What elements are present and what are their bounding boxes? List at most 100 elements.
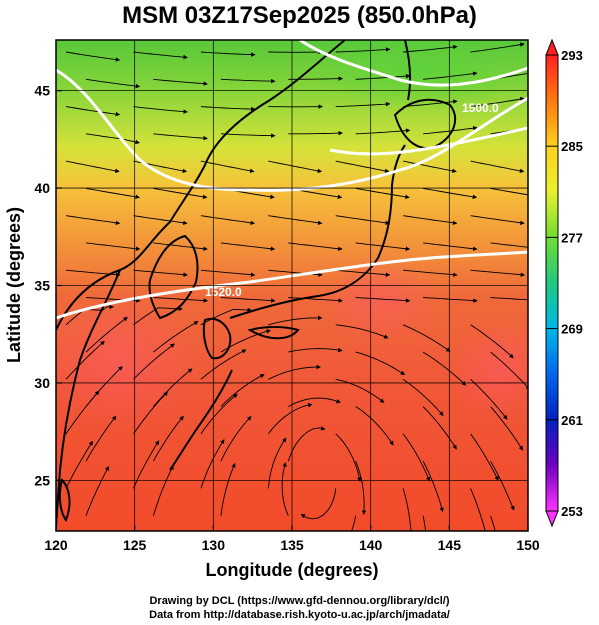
x-tick-label: 130 bbox=[202, 537, 226, 553]
streamline bbox=[355, 297, 411, 303]
streamline bbox=[355, 351, 406, 376]
streamline bbox=[335, 269, 391, 277]
streamline bbox=[355, 406, 394, 446]
streamline bbox=[220, 133, 276, 138]
streamline bbox=[355, 461, 367, 515]
colorbar-label: 277 bbox=[561, 230, 583, 245]
streamline bbox=[288, 242, 343, 251]
streamline bbox=[220, 297, 276, 303]
y-axis-label: Latitude (degrees) bbox=[4, 207, 24, 363]
streamline bbox=[65, 340, 105, 380]
coastline-kyushu bbox=[202, 317, 232, 360]
streamline bbox=[153, 415, 184, 462]
streamline bbox=[65, 390, 100, 435]
streamline bbox=[351, 515, 357, 531]
streamline bbox=[267, 402, 313, 435]
credit-line-dcl: Drawing by DCL (https://www.gfd-dennou.o… bbox=[149, 595, 450, 607]
streamline bbox=[268, 160, 323, 174]
colorbar: 293 285 277 269 261 253 bbox=[545, 38, 583, 528]
streamline bbox=[355, 187, 410, 200]
coastline-sakhalin bbox=[404, 40, 412, 101]
credits: Drawing by DCL (https://www.gfd-dennou.o… bbox=[0, 594, 599, 622]
coastline-shikoku bbox=[247, 326, 300, 340]
streamline bbox=[65, 106, 121, 117]
x-axis: 120 125 130 135 140 145 150 bbox=[44, 525, 540, 553]
streamline bbox=[85, 466, 109, 516]
contour-1500 bbox=[56, 68, 528, 192]
streamline bbox=[490, 187, 528, 196]
streamline bbox=[85, 78, 141, 89]
y-axis: 25 30 35 40 45 bbox=[34, 83, 62, 488]
y-tick-label: 25 bbox=[34, 472, 50, 488]
coastline-china bbox=[56, 40, 346, 331]
wind-streamlines bbox=[65, 42, 528, 531]
streamline bbox=[133, 269, 188, 277]
streamline bbox=[65, 160, 120, 174]
streamline bbox=[268, 315, 323, 326]
streamline bbox=[65, 215, 121, 226]
streamline bbox=[85, 316, 128, 353]
streamline bbox=[335, 47, 391, 53]
streamline bbox=[153, 242, 208, 251]
streamline bbox=[335, 433, 362, 482]
streamline bbox=[403, 160, 457, 174]
streamline bbox=[335, 215, 390, 226]
x-tick-label: 125 bbox=[123, 537, 147, 553]
contour-1520 bbox=[56, 250, 528, 320]
streamline bbox=[153, 133, 208, 141]
streamline bbox=[490, 297, 528, 301]
streamline bbox=[288, 397, 341, 407]
coastlines bbox=[56, 40, 457, 531]
streamline bbox=[403, 99, 458, 108]
colorbar-label: 293 bbox=[561, 48, 583, 63]
streamline bbox=[281, 462, 289, 516]
streamline bbox=[490, 460, 515, 511]
green-patch bbox=[310, 40, 528, 110]
streamline bbox=[470, 96, 525, 108]
contour-label-1500: 1500.0 bbox=[462, 101, 499, 115]
streamline bbox=[220, 374, 265, 407]
streamline bbox=[65, 51, 121, 62]
streamline bbox=[470, 433, 499, 481]
y-tick-label: 40 bbox=[34, 180, 50, 196]
coastline-hokkaido bbox=[393, 98, 457, 150]
streamline bbox=[85, 415, 117, 462]
streamline bbox=[200, 51, 256, 57]
streamline bbox=[470, 324, 514, 359]
streamline bbox=[423, 297, 478, 303]
plot-area: 1500.0 1520.0 bbox=[56, 40, 528, 531]
streamline bbox=[220, 463, 236, 516]
gridlines bbox=[56, 40, 528, 531]
streamline bbox=[470, 215, 525, 226]
colorbar-top-arrow bbox=[545, 38, 559, 56]
streamline bbox=[422, 351, 467, 386]
streamline bbox=[402, 488, 412, 531]
streamline bbox=[470, 160, 525, 174]
streamline bbox=[153, 78, 208, 86]
streamline bbox=[490, 242, 528, 248]
streamline bbox=[200, 215, 256, 226]
x-tick-label: 135 bbox=[280, 537, 304, 553]
streamline bbox=[335, 324, 389, 339]
streamline bbox=[402, 378, 444, 417]
streamline bbox=[133, 106, 188, 114]
streamline bbox=[200, 106, 256, 112]
streamline bbox=[133, 51, 188, 60]
coastline-ryukyu bbox=[169, 369, 233, 471]
streamline bbox=[288, 297, 343, 303]
warm-patch bbox=[450, 320, 528, 420]
streamline bbox=[200, 393, 238, 435]
colorbar-label: 261 bbox=[561, 413, 583, 428]
streamline bbox=[335, 160, 390, 174]
streamline bbox=[220, 242, 276, 251]
streamline bbox=[335, 101, 391, 108]
coastline-taiwan bbox=[58, 478, 71, 523]
streamline bbox=[200, 160, 255, 174]
streamline bbox=[220, 416, 252, 462]
coastline-china-south bbox=[56, 269, 121, 531]
streamline bbox=[200, 307, 253, 326]
height-contours bbox=[56, 40, 528, 320]
x-tick-label: 145 bbox=[438, 537, 462, 553]
streamline bbox=[287, 426, 326, 462]
streamline bbox=[470, 42, 525, 53]
